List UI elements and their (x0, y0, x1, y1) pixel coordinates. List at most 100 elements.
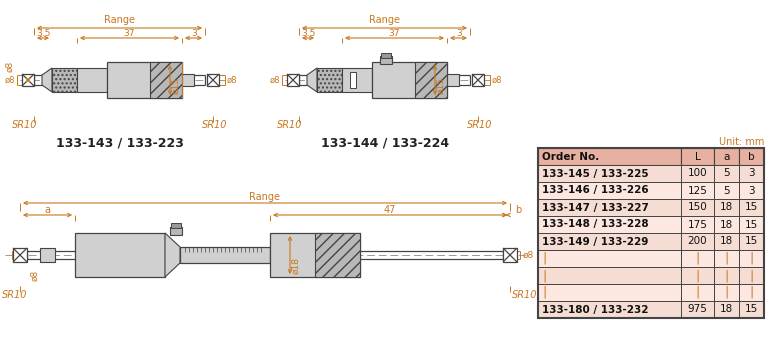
Text: ø15: ø15 (436, 78, 446, 95)
Bar (503, 248, 517, 262)
Bar (681, 216, 714, 233)
Bar (739, 199, 764, 216)
Bar (538, 216, 681, 233)
Bar (714, 284, 739, 301)
Bar (681, 233, 714, 250)
Text: 3: 3 (748, 185, 755, 195)
Bar (681, 301, 714, 318)
Text: ø8: ø8 (5, 75, 16, 85)
Text: 18: 18 (720, 304, 733, 314)
Text: ø8: ø8 (270, 75, 281, 85)
Text: SR10: SR10 (467, 120, 493, 130)
Text: Unit: mm: Unit: mm (718, 137, 764, 147)
Text: 15: 15 (745, 236, 758, 246)
Bar (538, 148, 764, 318)
Text: 15: 15 (745, 304, 758, 314)
Bar (714, 267, 739, 284)
Bar (415, 62, 447, 98)
Text: ø8: ø8 (5, 61, 15, 72)
Text: 3.5: 3.5 (36, 29, 50, 39)
Text: SR10: SR10 (12, 120, 38, 130)
Bar (182, 74, 194, 86)
Bar (714, 301, 739, 318)
Text: 200: 200 (687, 236, 708, 246)
Text: |: | (695, 269, 700, 282)
Text: 133-148 / 133-228: 133-148 / 133-228 (542, 219, 649, 229)
Bar (739, 284, 764, 301)
Bar (681, 284, 714, 301)
Text: 133-149 / 133-229: 133-149 / 133-229 (542, 236, 649, 246)
Text: Range: Range (250, 192, 281, 202)
Text: b: b (748, 152, 755, 161)
Text: |: | (749, 269, 753, 282)
Bar (739, 216, 764, 233)
Text: |: | (725, 252, 728, 265)
Text: ø15: ø15 (171, 78, 181, 95)
Text: 150: 150 (687, 202, 708, 212)
Text: |: | (542, 252, 546, 265)
Text: 18: 18 (720, 202, 733, 212)
Bar (681, 165, 714, 182)
Text: |: | (542, 269, 546, 282)
Text: 133-146 / 133-226: 133-146 / 133-226 (542, 185, 649, 195)
Text: |: | (542, 286, 546, 299)
Text: 133-145 / 133-225: 133-145 / 133-225 (542, 169, 649, 178)
Text: ø8: ø8 (30, 269, 40, 281)
Bar (538, 199, 681, 216)
Text: 15: 15 (745, 219, 758, 229)
Bar (150, 62, 182, 98)
Bar (714, 199, 739, 216)
Text: 133-143 / 133-223: 133-143 / 133-223 (56, 137, 184, 149)
Bar (538, 301, 681, 318)
Bar (381, 53, 391, 58)
Text: 5: 5 (723, 169, 730, 178)
Bar (538, 165, 681, 182)
Bar (75, 233, 165, 277)
Bar (171, 223, 181, 228)
Bar (739, 182, 764, 199)
Bar (538, 148, 681, 165)
Text: SR10: SR10 (277, 120, 303, 130)
Text: 125: 125 (687, 185, 708, 195)
Text: 100: 100 (687, 169, 708, 178)
Text: 3: 3 (456, 29, 462, 39)
Text: 37: 37 (389, 29, 400, 39)
Text: Range: Range (104, 15, 135, 25)
Bar (714, 148, 739, 165)
Bar (40, 248, 55, 262)
Bar (77, 68, 107, 92)
Text: 37: 37 (124, 29, 136, 39)
Text: a: a (723, 152, 730, 161)
Text: 133-147 / 133-227: 133-147 / 133-227 (542, 202, 649, 212)
Bar (538, 250, 681, 267)
Bar (681, 182, 714, 199)
Text: Range: Range (369, 15, 400, 25)
Text: 15: 15 (745, 202, 758, 212)
Bar (538, 233, 681, 250)
Text: 175: 175 (687, 219, 708, 229)
Bar (472, 74, 484, 86)
Bar (681, 267, 714, 284)
Text: |: | (695, 252, 700, 265)
Bar (681, 148, 714, 165)
Text: 5: 5 (723, 185, 730, 195)
Text: ø18: ø18 (291, 257, 301, 274)
Text: SR10: SR10 (512, 290, 538, 300)
Bar (714, 182, 739, 199)
Bar (714, 165, 739, 182)
Text: |: | (749, 286, 753, 299)
Bar (538, 267, 681, 284)
Bar (52, 68, 77, 92)
Text: |: | (725, 269, 728, 282)
Text: |: | (695, 286, 700, 299)
Text: 18: 18 (720, 236, 733, 246)
Polygon shape (165, 233, 180, 277)
Bar (380, 56, 392, 64)
Bar (538, 182, 681, 199)
Text: ø8: ø8 (522, 251, 534, 259)
Bar (739, 165, 764, 182)
Text: 133-180 / 133-232: 133-180 / 133-232 (542, 304, 649, 314)
Bar (714, 250, 739, 267)
Bar (170, 227, 182, 235)
Bar (538, 284, 681, 301)
